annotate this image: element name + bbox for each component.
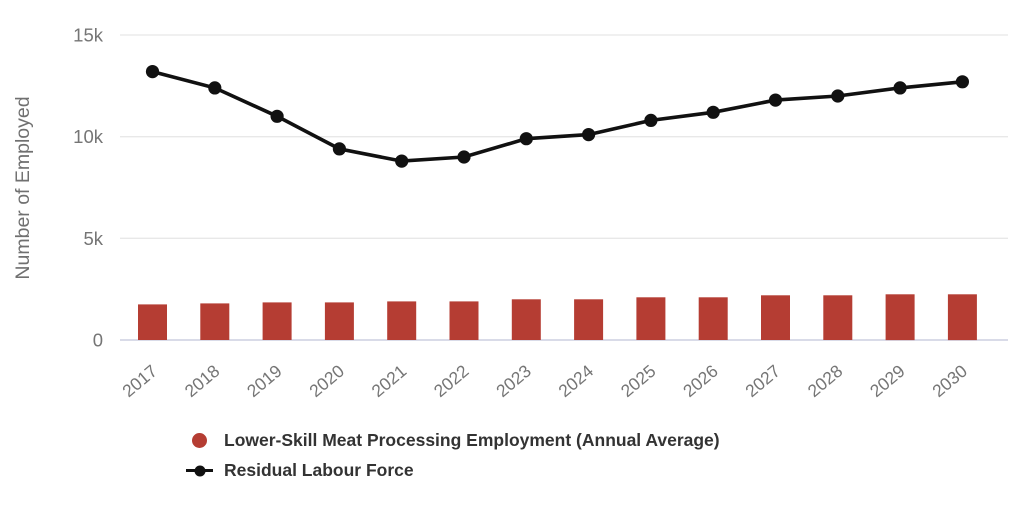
legend-item-line-series[interactable]: Residual Labour Force <box>186 458 720 483</box>
x-axis-tick-labels: 2017 2018 2019 2020 2021 2022 2023 2024 2025 2026… <box>118 361 971 402</box>
legend-item-bar-series[interactable]: Lower-Skill Meat Processing Employment (… <box>186 428 720 453</box>
svg-text:2025: 2025 <box>617 361 660 401</box>
svg-text:2027: 2027 <box>741 361 784 401</box>
svg-text:2022: 2022 <box>430 361 473 401</box>
bar-series-dot-icon <box>192 433 207 448</box>
svg-text:2020: 2020 <box>305 361 348 402</box>
svg-text:5k: 5k <box>83 228 103 249</box>
svg-text:2018: 2018 <box>181 361 224 401</box>
gridlines <box>120 34 1008 341</box>
svg-text:Number of Employed: Number of Employed <box>12 96 34 279</box>
chart-legend: Lower-Skill Meat Processing Employment (… <box>186 428 720 483</box>
svg-text:2021: 2021 <box>368 361 411 401</box>
svg-text:2026: 2026 <box>679 361 722 401</box>
y-axis-tick-labels: 0 5k 10k 15k <box>73 25 104 351</box>
svg-text:2017: 2017 <box>118 361 161 401</box>
line-series-dot-icon <box>194 465 205 476</box>
svg-text:0: 0 <box>93 330 103 351</box>
svg-text:2030: 2030 <box>928 361 971 402</box>
bar-series <box>138 294 977 341</box>
svg-text:2028: 2028 <box>804 361 847 401</box>
svg-text:15k: 15k <box>73 25 104 46</box>
legend-label-line-series: Residual Labour Force <box>224 460 414 480</box>
line-series-line-icon <box>186 465 213 476</box>
y-axis-title: Number of Employed <box>12 96 34 279</box>
svg-text:2029: 2029 <box>866 361 909 401</box>
line-series-marker-box <box>186 465 213 476</box>
svg-text:2023: 2023 <box>492 361 535 401</box>
svg-text:2024: 2024 <box>554 361 597 402</box>
svg-text:10k: 10k <box>73 126 104 147</box>
bar-series-marker-box <box>186 433 213 448</box>
line-series <box>145 65 970 168</box>
legend-label-bar-series: Lower-Skill Meat Processing Employment (… <box>224 430 720 450</box>
svg-text:2019: 2019 <box>243 361 286 401</box>
